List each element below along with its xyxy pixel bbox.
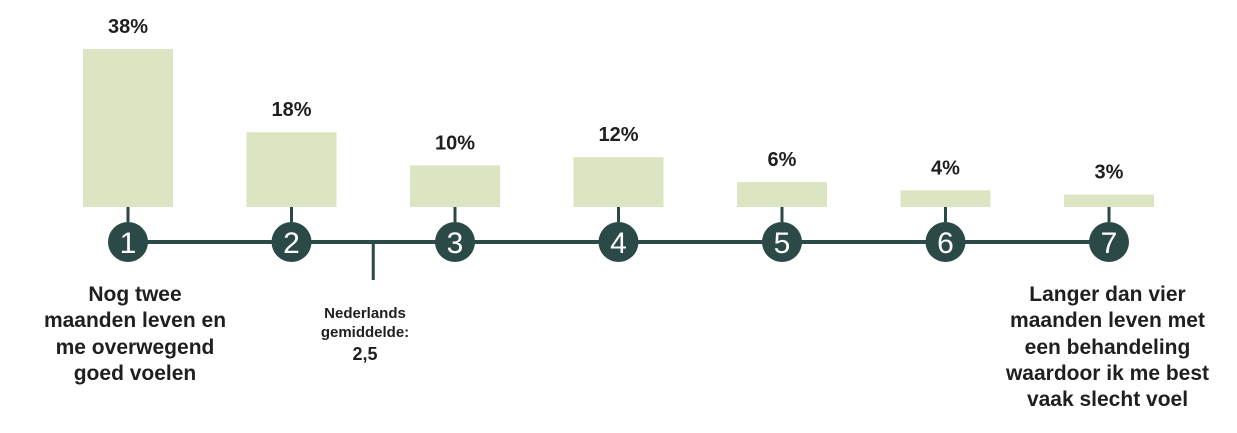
scale-number-4: 4 [610, 227, 627, 260]
scale-node-4 [598, 222, 639, 262]
scale-node-1 [108, 222, 148, 262]
scale-number-6: 6 [937, 227, 954, 260]
scale-number-7: 7 [1101, 227, 1118, 260]
scale-right-end-label: Langer dan vier maanden leven met een be… [1005, 283, 1210, 411]
value-label-6: 4% [931, 157, 960, 179]
scale-number-5: 5 [774, 227, 791, 260]
bar-2 [246, 132, 337, 207]
average-label: Nederlands gemiddelde: [320, 304, 410, 342]
scale-number-1: 1 [120, 227, 137, 260]
bar-5 [737, 182, 827, 207]
average-value: 2,5 [352, 343, 378, 364]
scale-node-3 [435, 222, 475, 262]
average-annotation: Nederlands gemiddelde: 2,5 [300, 284, 430, 385]
value-label-7: 3% [1095, 162, 1124, 184]
scale-node-6 [925, 222, 966, 262]
scale-number-2: 2 [283, 227, 300, 260]
value-label-4: 12% [598, 124, 638, 146]
scale-node-2 [271, 222, 312, 262]
bar-1 [83, 49, 173, 207]
bar-3 [410, 165, 500, 207]
value-label-3: 10% [435, 132, 475, 154]
scale-node-7 [1089, 222, 1129, 262]
value-label-5: 6% [768, 149, 797, 171]
scale-number-3: 3 [447, 227, 464, 260]
bar-4 [573, 157, 664, 207]
bar-6 [900, 190, 991, 207]
bar-7 [1064, 194, 1154, 207]
value-label-1: 38% [108, 16, 148, 38]
scale-node-5 [762, 222, 802, 262]
value-label-2: 18% [271, 99, 311, 121]
scale-left-end-label: Nog twee maanden leven en me overwegend … [43, 283, 227, 385]
